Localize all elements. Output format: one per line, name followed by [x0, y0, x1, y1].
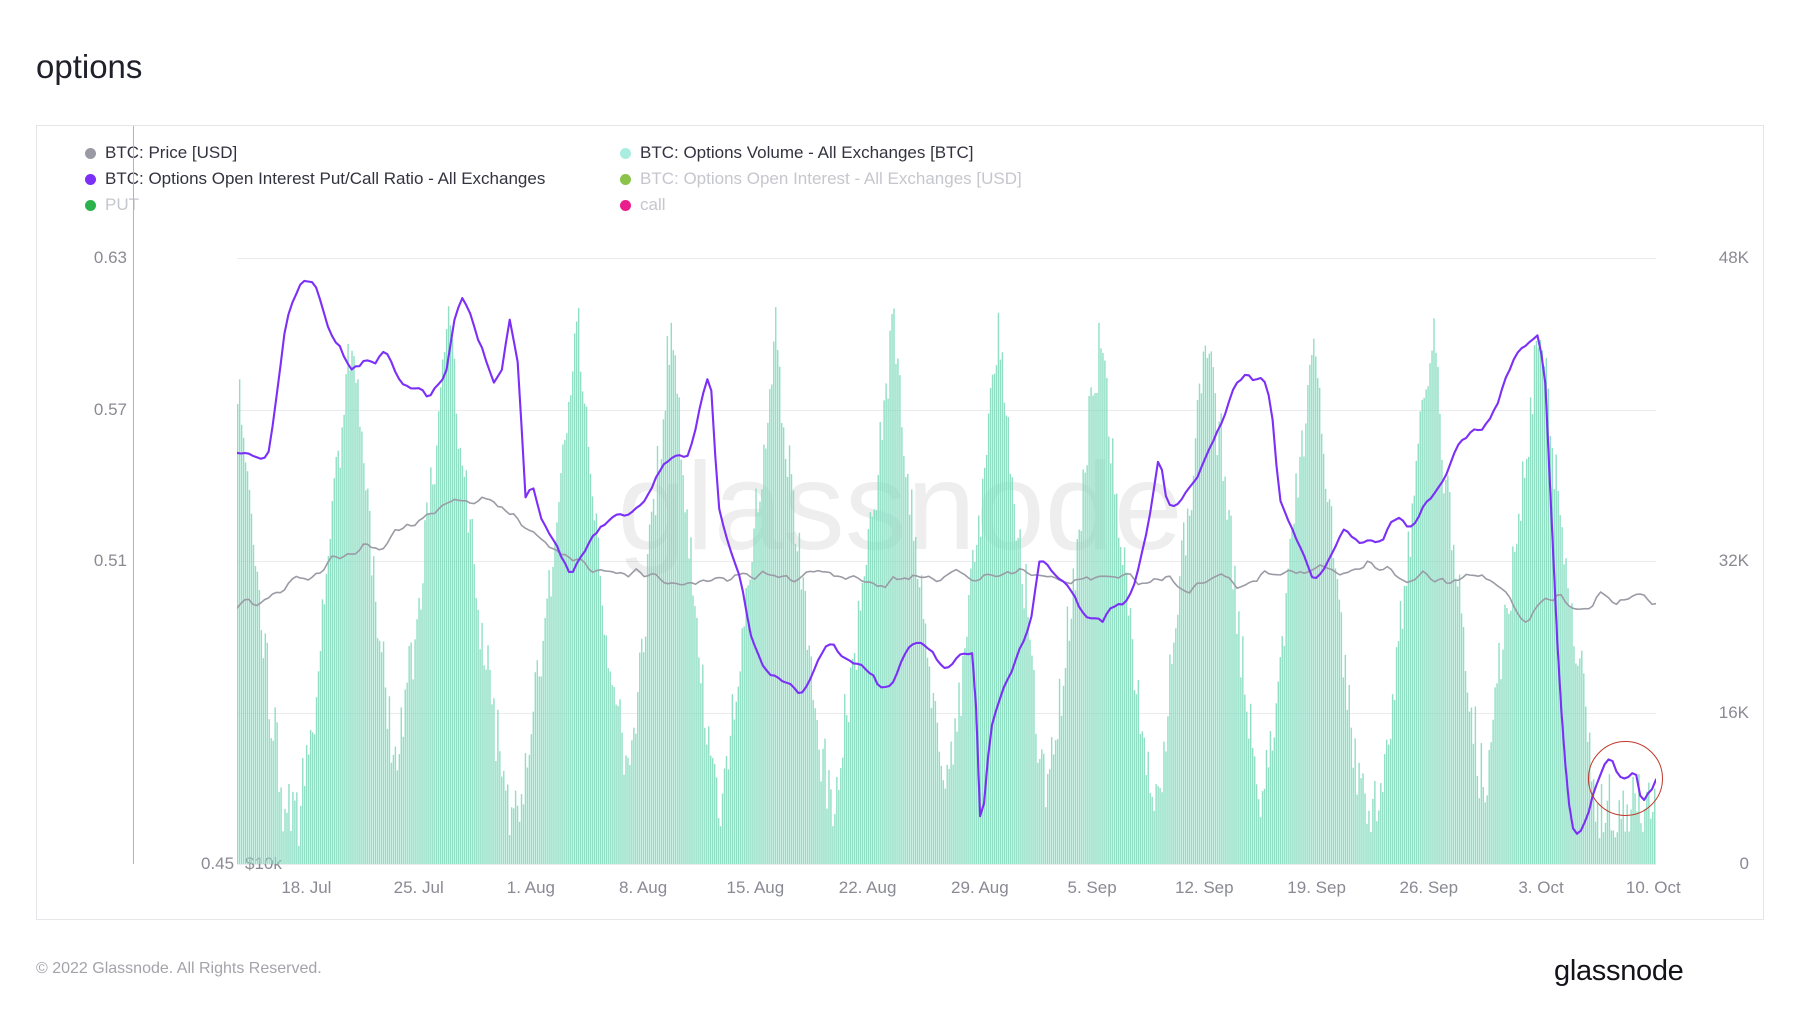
svg-text:glassnode: glassnode — [1554, 955, 1684, 987]
